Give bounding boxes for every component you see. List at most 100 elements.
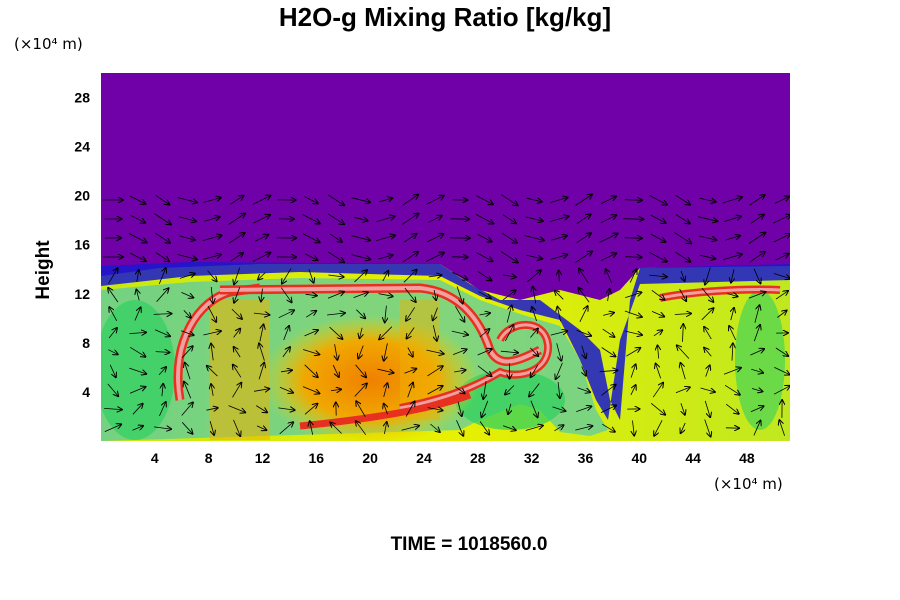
wind-vector [750,406,764,413]
wind-vector [401,426,419,431]
x-tick-label: 20 [362,450,378,466]
wind-vector [302,214,320,224]
wind-vector [724,236,740,241]
wind-vector [332,364,339,377]
wind-vector [158,367,166,376]
wind-vector [305,311,316,318]
wind-vector [185,363,191,380]
wind-vector [630,364,636,378]
wind-vector [280,287,291,303]
wind-vector [108,288,119,303]
wind-vector [428,275,442,277]
wind-vector [501,232,517,243]
wind-vector [502,425,516,431]
wind-vector [302,349,319,355]
wind-vector [304,404,317,415]
wind-vector [624,200,642,201]
wind-vector [606,269,612,284]
wind-vector [601,385,615,396]
wind-vector [624,330,642,335]
wind-vector [530,347,538,356]
wind-vector [181,346,193,359]
wind-vector [351,235,371,241]
wind-vector [109,307,118,321]
wind-vector [181,422,192,433]
wind-vector [579,306,588,322]
wind-vector [356,401,366,417]
wind-vector [625,257,642,258]
x-tick-label: 40 [631,450,647,466]
wind-vector [177,254,197,260]
heatmap-field [101,73,790,441]
wind-vector [154,232,170,243]
wind-vector [601,347,616,357]
wind-vector [129,346,145,356]
wind-vector [406,307,416,320]
field-orange-column-left [210,300,270,440]
wind-vector [304,364,318,377]
wind-vector [254,235,268,242]
wind-vector [556,343,562,360]
wind-vector [228,405,246,413]
wind-vector [180,330,194,335]
wind-vector [308,269,314,282]
time-label: TIME = 1018560.0 [391,534,548,555]
wind-vector [649,251,667,261]
wind-vector [750,349,764,356]
wind-vector [683,324,684,342]
wind-vector [724,384,740,394]
wind-vector [456,286,463,304]
wind-vector [355,364,367,377]
y-tick-label: 16 [74,237,90,253]
wind-vector [625,292,641,298]
wind-vector [378,255,392,260]
wind-vector [701,287,713,302]
wind-vector [505,325,513,342]
wind-vector [681,270,685,281]
wind-vector [477,271,491,280]
field-green-right [735,290,785,430]
wind-vector [279,422,294,435]
wind-vector [327,251,344,262]
wind-vector [482,400,489,417]
wind-vector [753,421,761,436]
wind-vector [129,195,145,204]
y-tick-label: 8 [82,335,90,351]
wind-vector [554,425,564,432]
wind-vector [278,310,294,319]
wind-vector [177,197,197,203]
wind-vector [650,233,666,242]
wind-vector [697,216,717,222]
wind-vector [533,287,536,304]
wind-vector [329,233,342,242]
wind-vector [731,269,734,282]
wind-vector [407,327,415,339]
wind-vector [630,385,636,396]
wind-vector [233,365,242,378]
wind-vector [725,403,739,414]
wind-vector [304,196,318,204]
wind-vector [674,232,692,244]
wind-vector [779,420,785,436]
wind-vector [302,386,319,394]
wind-vector [479,313,490,315]
wind-vector [384,343,388,360]
wind-vector [576,233,591,244]
wind-vector [556,362,563,379]
wind-vector [203,198,221,203]
wind-vector [230,196,243,205]
wind-vector [228,214,245,225]
wind-vector [253,215,270,224]
wind-vector [698,235,716,240]
wind-vector [351,197,370,203]
wind-vector [282,347,290,358]
wind-vector [675,214,690,224]
wind-vector [426,196,443,205]
x-axis-ticks: 4 8 12 16 20 24 28 32 36 40 44 48 [151,450,755,466]
wind-vector [753,268,761,284]
wind-vector [378,198,393,202]
wind-vector [600,405,616,413]
wind-vector [184,382,192,399]
wind-vector [550,331,567,336]
